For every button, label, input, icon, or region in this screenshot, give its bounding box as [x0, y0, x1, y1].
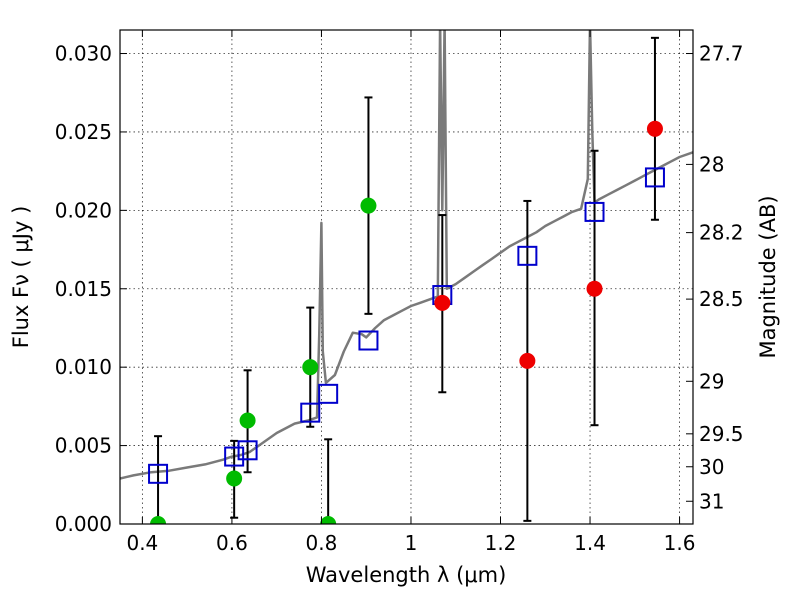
right-tick-label: 29.5	[699, 422, 744, 446]
y-tick-label: 0.010	[55, 355, 112, 379]
right-tick-label: 28.5	[699, 287, 744, 311]
model-box	[224, 446, 245, 467]
right-tick-label: 28	[699, 152, 724, 176]
right-tick-label: 27.7	[699, 42, 744, 66]
model-box	[584, 201, 605, 222]
y-tick-label: 0.030	[55, 42, 112, 66]
red-point	[519, 352, 536, 369]
model-photometry-boxes	[148, 167, 665, 484]
right-axis-title: Magnitude (AB)	[756, 195, 780, 358]
right-tick-label: 28.2	[699, 221, 744, 245]
y-tick-label: 0.005	[55, 434, 112, 458]
green-point	[150, 516, 167, 524]
right-tick-label: 30	[699, 455, 724, 479]
y-tick-label: 0.025	[55, 120, 112, 144]
green-point	[226, 470, 243, 487]
plot-frame	[119, 29, 694, 525]
x-axis-title: Wavelength λ (μm)	[306, 563, 507, 587]
x-tick-label: 0.8	[306, 531, 338, 555]
model-box	[358, 330, 379, 351]
model-box	[148, 463, 169, 484]
x-tick-label: 1.2	[485, 531, 517, 555]
model-box	[237, 440, 258, 461]
green-point	[360, 197, 377, 214]
green-point	[302, 359, 319, 376]
red-point	[586, 280, 603, 297]
y-tick-label: 0.015	[55, 277, 112, 301]
model-box	[644, 167, 665, 188]
red-point	[434, 294, 451, 311]
green-point	[320, 516, 337, 524]
x-tick-label: 1.4	[574, 531, 606, 555]
observed-points	[150, 120, 663, 524]
red-point	[646, 120, 663, 137]
plot-background	[120, 30, 693, 524]
x-tick-label: 0.6	[216, 531, 248, 555]
grid-lines	[120, 30, 693, 525]
model-box	[300, 402, 321, 423]
right-tick-label: 31	[699, 489, 724, 513]
x-tick-label: 1.6	[664, 531, 696, 555]
y-axis-title: Flux Fν ( μJy )	[9, 206, 33, 349]
y-tick-label: 0.000	[55, 512, 112, 536]
model-box	[517, 245, 538, 266]
model-box	[318, 383, 339, 404]
x-tick-label: 1	[405, 531, 418, 555]
green-point	[239, 412, 256, 429]
x-tick-label: 0.4	[126, 531, 158, 555]
right-tick-label: 29	[699, 369, 724, 393]
y-tick-label: 0.020	[55, 198, 112, 222]
axis-ticks: 0.4 0.6 0.8 1 1.2 1.4 1.6 0.000 0.005 0.010 0.015 0…	[55, 30, 744, 555]
